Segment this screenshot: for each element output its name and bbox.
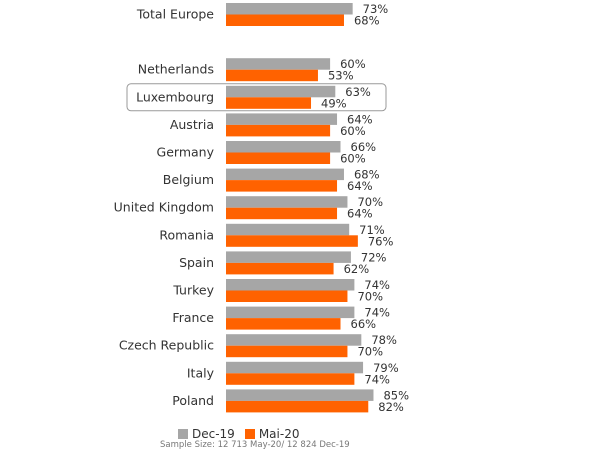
legend: Dec-19 Mai-20: [178, 427, 309, 441]
legend-swatch-mai-20: [244, 429, 255, 439]
bar-united-kingdom-mai-20: [226, 207, 338, 220]
value-label-czech-republic-dec-19: 78%: [371, 333, 397, 347]
bar-poland-dec-19: [226, 389, 374, 401]
bar-total-europe-mai-20: [226, 14, 344, 26]
value-label-united-kingdom-mai-20: 64%: [347, 207, 373, 221]
category-label-luxembourg: Luxembourg: [136, 89, 214, 104]
bar-luxembourg-dec-19: [226, 85, 336, 98]
category-label-netherlands: Netherlands: [138, 62, 214, 77]
legend-item-dec-19: Dec-19: [178, 427, 235, 441]
bar-germany-mai-20: [226, 152, 331, 164]
value-label-romania-dec-19: 71%: [359, 223, 385, 237]
bar-belgium-dec-19: [226, 168, 344, 181]
bar-belgium-mai-20: [226, 180, 338, 192]
value-label-poland-dec-19: 85%: [383, 388, 409, 402]
bar-czech-republic-dec-19: [226, 334, 362, 346]
value-label-italy-mai-20: 74%: [364, 372, 390, 386]
value-label-luxembourg-dec-19: 63%: [345, 85, 371, 99]
value-label-united-kingdom-dec-19: 70%: [357, 195, 383, 209]
category-label-united-kingdom: United Kingdom: [114, 200, 214, 215]
bar-turkey-mai-20: [226, 290, 348, 302]
bar-austria-mai-20: [226, 124, 331, 137]
value-label-netherlands-mai-20: 53%: [328, 69, 354, 83]
bar-romania-dec-19: [226, 223, 350, 236]
value-label-spain-mai-20: 62%: [344, 262, 370, 276]
value-label-austria-dec-19: 64%: [347, 112, 373, 126]
category-label-spain: Spain: [179, 255, 214, 270]
bar-austria-dec-19: [226, 113, 338, 125]
value-label-total-europe-dec-19: 73%: [363, 2, 389, 16]
value-label-czech-republic-mai-20: 70%: [357, 345, 383, 359]
legend-label-dec-19: Dec-19: [192, 427, 235, 441]
value-label-spain-dec-19: 72%: [361, 250, 387, 264]
value-label-france-dec-19: 74%: [364, 306, 390, 320]
category-label-austria: Austria: [170, 117, 214, 132]
value-label-germany-mai-20: 60%: [340, 152, 366, 166]
bar-turkey-dec-19: [226, 279, 355, 291]
category-label-turkey: Turkey: [172, 283, 214, 298]
value-label-belgium-mai-20: 64%: [347, 179, 373, 193]
category-label-poland: Poland: [172, 393, 214, 408]
legend-item-mai-20: Mai-20: [244, 427, 300, 441]
bar-italy-dec-19: [226, 361, 364, 374]
value-label-luxembourg-mai-20: 49%: [321, 96, 347, 110]
value-label-poland-mai-20: 82%: [378, 400, 404, 414]
bar-poland-mai-20: [226, 400, 369, 413]
category-label-romania: Romania: [159, 227, 214, 242]
bar-spain-mai-20: [226, 262, 334, 275]
category-label-france: France: [172, 310, 214, 325]
value-label-netherlands-dec-19: 60%: [340, 57, 366, 71]
value-label-austria-mai-20: 60%: [340, 124, 366, 138]
bar-germany-dec-19: [226, 141, 341, 153]
value-label-france-mai-20: 66%: [351, 317, 377, 331]
category-label-belgium: Belgium: [163, 172, 214, 187]
value-label-germany-dec-19: 66%: [351, 140, 377, 154]
bar-total-europe-dec-19: [226, 3, 353, 15]
value-label-turkey-dec-19: 74%: [364, 278, 390, 292]
value-label-italy-dec-19: 79%: [373, 361, 399, 375]
category-label-total-europe: Total Europe: [136, 7, 214, 22]
category-label-italy: Italy: [187, 365, 215, 380]
legend-swatch-dec-19: [178, 429, 188, 439]
bar-spain-dec-19: [226, 251, 351, 263]
bar-italy-mai-20: [226, 373, 355, 385]
value-label-turkey-mai-20: 70%: [357, 290, 383, 304]
bar-luxembourg-mai-20: [226, 97, 312, 109]
bar-chart: Total Europe 73%68%Netherlands 60%53%Luxem…: [114, 2, 409, 414]
bar-romania-mai-20: [226, 235, 358, 247]
bar-united-kingdom-dec-19: [226, 196, 348, 208]
category-label-czech-republic: Czech Republic: [119, 338, 214, 353]
value-label-belgium-dec-19: 68%: [354, 168, 380, 182]
bar-netherlands-mai-20: [226, 69, 318, 82]
bar-czech-republic-mai-20: [226, 345, 348, 358]
legend-label-mai-20: Mai-20: [258, 427, 300, 441]
value-label-romania-mai-20: 76%: [368, 234, 394, 248]
highlight-box-luxembourg: [126, 83, 387, 112]
bar-france-mai-20: [226, 318, 341, 330]
category-label-germany: Germany: [157, 145, 215, 160]
value-label-total-europe-mai-20: 68%: [354, 14, 380, 28]
sample-size-note: Sample Size: 12 713 May-20/ 12 824 Dec-1…: [160, 440, 350, 450]
bar-netherlands-dec-19: [226, 58, 331, 70]
bar-france-dec-19: [226, 306, 355, 319]
